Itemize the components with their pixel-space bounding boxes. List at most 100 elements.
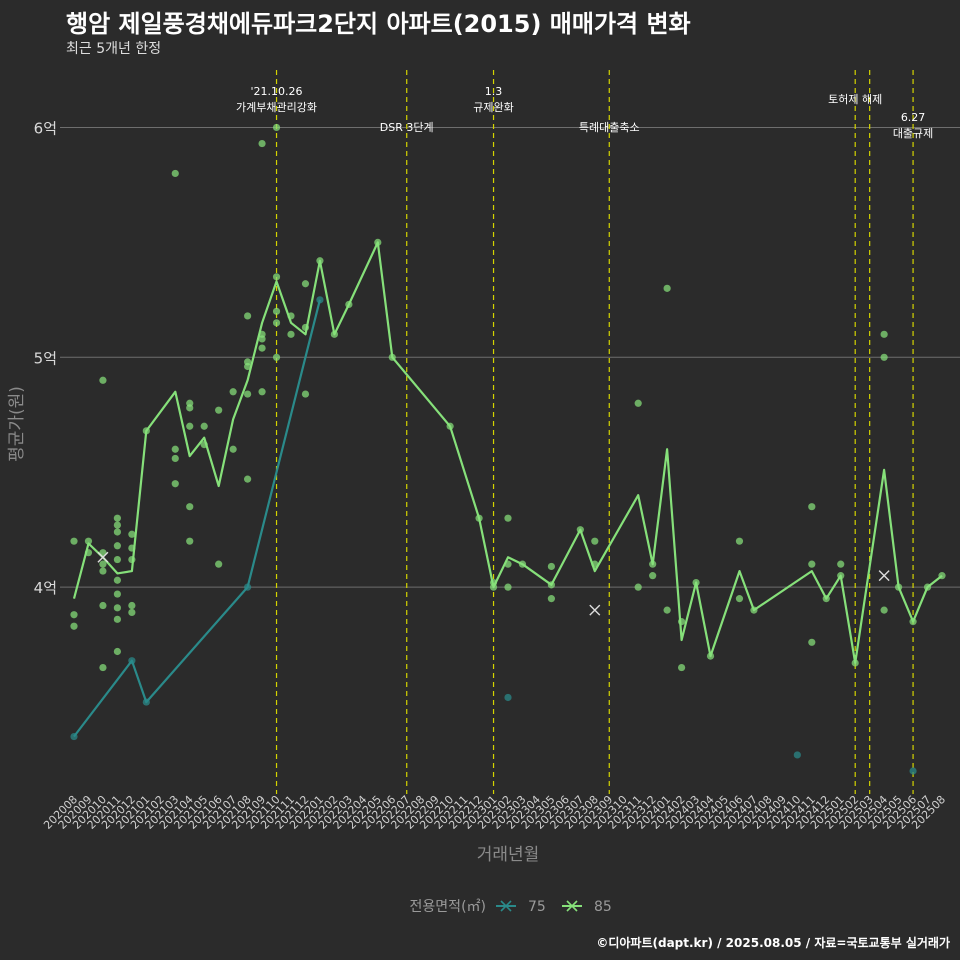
data-point-85 (649, 560, 657, 568)
chart-subtitle: 최근 5개년 한정 (66, 41, 162, 57)
data-point-85 (244, 312, 252, 320)
data-point-85 (128, 544, 136, 552)
chart-title: 행암 제일풍경채에듀파크2단지 아파트(2015) 매매가격 변화 (66, 10, 691, 38)
data-point-85 (301, 323, 310, 332)
data-point-85 (663, 606, 671, 614)
event-label: 대출규제 (893, 127, 933, 140)
data-point-85 (99, 601, 107, 610)
data-point-85 (186, 404, 194, 412)
data-point-85 (880, 606, 888, 614)
y-tick-label: 6억 (34, 119, 57, 137)
data-point-85 (229, 388, 237, 396)
data-point-85 (99, 567, 107, 575)
data-point-85 (374, 238, 382, 246)
data-point-85 (880, 353, 888, 361)
data-point-85 (287, 330, 295, 338)
data-point-85 (547, 562, 556, 571)
data-point-85 (128, 530, 136, 538)
data-point-85 (504, 560, 512, 568)
data-point-85 (576, 526, 584, 534)
data-point-85 (909, 618, 917, 626)
data-point-85 (301, 280, 310, 288)
data-point-85 (837, 572, 845, 580)
data-point-85 (186, 537, 194, 545)
data-point-85 (634, 583, 642, 591)
data-point-85 (272, 319, 281, 327)
event-label: 토허제 해제 (828, 92, 882, 106)
data-point-85 (330, 330, 338, 338)
event-label: DSR 3단계 (380, 121, 434, 134)
data-point-85 (750, 606, 758, 614)
event-label: 1.3 (485, 85, 503, 98)
data-point-85 (229, 445, 237, 453)
data-point-85 (215, 406, 223, 414)
data-point-85 (518, 560, 527, 568)
event-label: 6.27 (901, 111, 926, 124)
data-point-85 (113, 604, 121, 612)
data-point-85 (258, 139, 266, 148)
data-point-85 (388, 353, 396, 361)
data-point-85 (113, 542, 121, 550)
cross-marker (878, 570, 890, 582)
data-point-85 (113, 514, 121, 522)
data-point-85 (99, 549, 107, 557)
data-point-85 (186, 422, 194, 430)
event-label: '21.10.26 (251, 85, 303, 98)
data-point-85 (692, 578, 700, 587)
data-point-85 (215, 560, 223, 568)
data-point-85 (70, 611, 78, 619)
data-point-85 (706, 652, 715, 660)
data-point-85 (113, 590, 121, 598)
data-point-85 (272, 307, 281, 315)
y-tick-label: 4억 (34, 579, 57, 597)
data-point-85 (808, 638, 816, 646)
legend: 전용면적(㎡) 75 85 (410, 899, 612, 915)
data-point-75 (244, 583, 252, 591)
data-point-85 (938, 572, 946, 580)
data-point-85 (84, 549, 93, 557)
data-point-85 (70, 622, 78, 630)
data-point-85 (851, 659, 859, 667)
data-point-85 (489, 583, 498, 591)
data-point-85 (99, 663, 107, 672)
event-label: 가계부채관리강화 (236, 101, 317, 114)
data-point-85 (591, 537, 599, 545)
data-point-85 (345, 300, 353, 309)
data-point-85 (808, 560, 816, 568)
data-point-85 (244, 475, 252, 483)
data-point-85 (678, 663, 686, 672)
data-point-85 (200, 422, 208, 430)
data-point-85 (171, 169, 179, 178)
event-label: 특례대출축소 (579, 121, 640, 134)
data-point-85 (316, 257, 324, 265)
data-point-85 (128, 601, 136, 610)
legend-marker-85 (566, 900, 578, 912)
data-point-85 (822, 595, 830, 603)
series-line-85 (72, 241, 943, 665)
data-point-85 (128, 555, 136, 564)
data-point-85 (142, 427, 150, 435)
event-label: 규제완화 (473, 101, 513, 114)
data-point-85 (113, 615, 121, 623)
data-point-85 (99, 560, 107, 568)
data-point-85 (895, 583, 903, 591)
data-point-85 (663, 284, 671, 292)
data-point-85 (113, 555, 121, 564)
data-point-85 (504, 514, 512, 522)
data-point-85 (475, 514, 483, 522)
source-caption: ©디아파트(dapt.kr) / 2025.08.05 / 자료=국토교통부 실… (596, 936, 950, 950)
legend-marker-75 (500, 900, 512, 912)
data-point-85 (446, 422, 454, 430)
data-point-85 (171, 454, 179, 463)
series-line-75 (73, 299, 321, 738)
data-point-85 (171, 480, 179, 488)
legend-label-85: 85 (594, 899, 612, 915)
data-point-85 (287, 312, 295, 320)
data-point-75 (128, 657, 136, 665)
data-point-85 (171, 445, 179, 453)
data-point-85 (70, 537, 78, 545)
data-point-85 (84, 537, 93, 545)
data-point-85 (128, 608, 136, 617)
